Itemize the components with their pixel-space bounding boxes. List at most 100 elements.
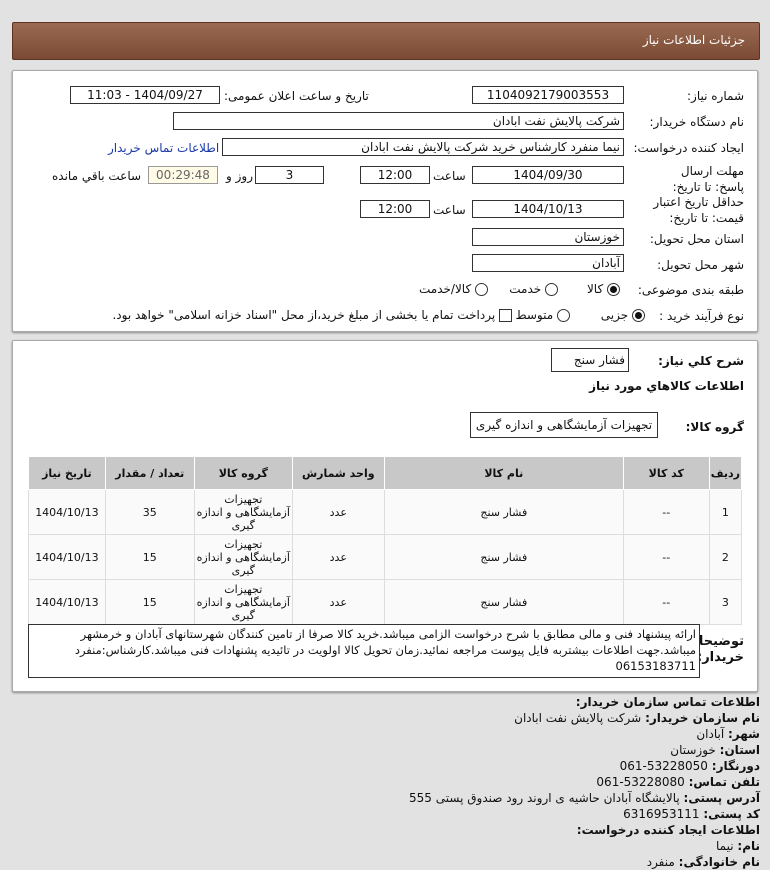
process-medium[interactable]: متوسط: [515, 308, 570, 322]
category-label: طبقه بندی موضوعی:: [637, 283, 744, 297]
family-value: منفرد: [646, 855, 675, 869]
cell-code: --: [622, 534, 710, 580]
cell-name: فشار سنج: [383, 579, 624, 625]
cell-name: فشار سنج: [383, 489, 624, 535]
summary-field: فشار سنج روغنی: [551, 348, 629, 372]
city-field: آبادان: [472, 254, 624, 272]
province-field: خوزستان: [472, 228, 624, 246]
deadline-time-label: ساعت: [433, 169, 466, 183]
contact-heading: اطلاعات تماس سازمان خریدار:: [575, 695, 760, 709]
address-value: پالایشگاه آبادان حاشیه ی اروند رود صندوق…: [409, 791, 680, 805]
contact-info: اطلاعات تماس سازمان خریدار: نام سازمان خ…: [409, 694, 760, 870]
city-value: آبادان: [696, 727, 725, 741]
cell-date: 1404/10/13: [28, 489, 106, 535]
col-name: نام کالا: [383, 456, 624, 490]
category-both[interactable]: کالا/خدمت: [419, 282, 488, 296]
buyer-org-label: نام دستگاه خریدار:: [649, 115, 745, 129]
payment-checkbox[interactable]: [499, 309, 512, 322]
city-label: شهر محل تحویل:: [657, 258, 744, 272]
validity-time-label: ساعت: [433, 203, 466, 217]
address-label: آدرس پستی:: [683, 791, 760, 805]
cell-unit: عدد: [291, 579, 385, 625]
cell-group: تجهیزات آزمایشگاهی و اندازه گیری: [193, 534, 293, 580]
page-title: جزئیات اطلاعات نیاز: [642, 33, 745, 47]
phone-value: 061-53228080: [596, 775, 685, 789]
items-heading: اطلاعات كالاهاي مورد نياز: [589, 379, 744, 393]
days-label: روز و: [226, 169, 253, 183]
col-group: گروه کالا: [193, 456, 293, 490]
cell-date: 1404/10/13: [28, 534, 106, 580]
group-label: گروه کالا:: [685, 420, 744, 434]
page-header: جزئیات اطلاعات نیاز: [12, 22, 760, 60]
cell-row: 1: [708, 489, 743, 535]
fax-label: دورنگار:: [711, 759, 760, 773]
creator-label: ایجاد کننده درخواست:: [633, 141, 744, 155]
col-code: کد کالا: [622, 456, 710, 490]
cell-row: 2: [708, 534, 743, 580]
table-row: 1 -- فشار سنج عدد تجهیزات آزمایشگاهی و انداز…: [28, 489, 743, 535]
category-kala[interactable]: کالا: [587, 282, 620, 296]
remaining-time-field: 00:29:48: [148, 166, 218, 184]
notes-label: توضیحات خریدار:: [685, 634, 744, 665]
province-value: خوزستان: [670, 743, 716, 757]
province-label: استان:: [719, 743, 760, 757]
org-label: نام سازمان خریدار:: [645, 711, 760, 725]
radio-kala[interactable]: [607, 283, 620, 296]
cell-unit: عدد: [291, 489, 385, 535]
need-number-label: شماره نیاز:: [687, 89, 744, 103]
cell-qty: 15: [104, 534, 195, 580]
payment-option[interactable]: پرداخت تمام یا بخشی از مبلغ خرید،از محل …: [112, 308, 512, 322]
validity-label: حداقل تاریخ اعتبار قیمت: تا تاریخ:: [653, 195, 744, 225]
province-label: استان محل تحویل:: [649, 232, 744, 246]
radio-both[interactable]: [475, 283, 488, 296]
postal-value: 6316953111: [623, 807, 700, 821]
notes-field: ارائه پیشنهاد فنی و مالی مطابق با شرح در…: [28, 624, 700, 678]
cell-group: تجهیزات آزمایشگاهی و اندازه گیری: [193, 489, 293, 535]
postal-label: کد پستی:: [703, 807, 760, 821]
validity-date-field: 1404/10/13: [472, 200, 624, 218]
cell-group: تجهیزات آزمایشگاهی و اندازه گیری: [193, 579, 293, 625]
cell-qty: 35: [104, 489, 195, 535]
deadline-date-field: 1404/09/30: [472, 166, 624, 184]
fax-value: 061-53228050: [619, 759, 708, 773]
cell-unit: عدد: [291, 534, 385, 580]
cell-code: --: [622, 579, 710, 625]
buyer-contact-link[interactable]: اطلاعات تماس خریدار: [108, 141, 220, 155]
radio-medium[interactable]: [557, 309, 570, 322]
col-qty: تعداد / مقدار: [104, 456, 195, 490]
col-unit: واحد شمارش: [291, 456, 385, 490]
items-table: ردیف کد کالا نام کالا واحد شمارش گروه کا…: [28, 456, 743, 625]
validity-time-field: 12:00: [360, 200, 430, 218]
cell-row: 3: [708, 579, 743, 625]
days-field: 3: [255, 166, 324, 184]
group-field: تجهیزات آزمایشگاهی و اندازه گیری: [470, 412, 658, 438]
buyer-org-field: شرکت پالایش نفت ابادان: [173, 112, 624, 130]
deadline-label: مهلت ارسال پاسخ: تا تاریخ:: [672, 164, 744, 194]
cell-qty: 15: [104, 579, 195, 625]
category-service[interactable]: خدمت: [509, 282, 558, 296]
announce-field: 1404/09/27 - 11:03: [70, 86, 220, 104]
radio-service[interactable]: [545, 283, 558, 296]
radio-minor[interactable]: [632, 309, 645, 322]
phone-label: تلفن تماس:: [688, 775, 760, 789]
announce-label: تاریخ و ساعت اعلان عمومی:: [224, 89, 369, 103]
process-label: نوع فرآیند خرید :: [659, 309, 744, 323]
name-value: نیما: [716, 839, 734, 853]
col-row: ردیف: [708, 456, 743, 490]
cell-date: 1404/10/13: [28, 579, 106, 625]
name-label: نام:: [737, 839, 760, 853]
creator-field: نیما منفرد کارشناس خرید شرکت پالایش نفت …: [222, 138, 624, 156]
family-label: نام خانوادگی:: [678, 855, 760, 869]
cell-name: فشار سنج: [383, 534, 624, 580]
table-row: 3 -- فشار سنج عدد تجهیزات آزمایشگاهی و انداز…: [28, 579, 743, 625]
need-number-field: 1104092179003553: [472, 86, 624, 104]
process-minor[interactable]: جزیی: [601, 308, 645, 322]
city-label: شهر:: [728, 727, 760, 741]
table-header: ردیف کد کالا نام کالا واحد شمارش گروه کا…: [28, 456, 743, 490]
org-value: شرکت پالایش نفت ابادان: [514, 711, 642, 725]
creator-heading: اطلاعات ایجاد کننده درخواست:: [576, 823, 760, 837]
summary-label: شرح كلي نياز:: [658, 354, 744, 368]
remaining-label: ساعت باقي مانده: [52, 169, 142, 183]
col-date: تاریخ نیاز: [28, 456, 106, 490]
cell-code: --: [622, 489, 710, 535]
